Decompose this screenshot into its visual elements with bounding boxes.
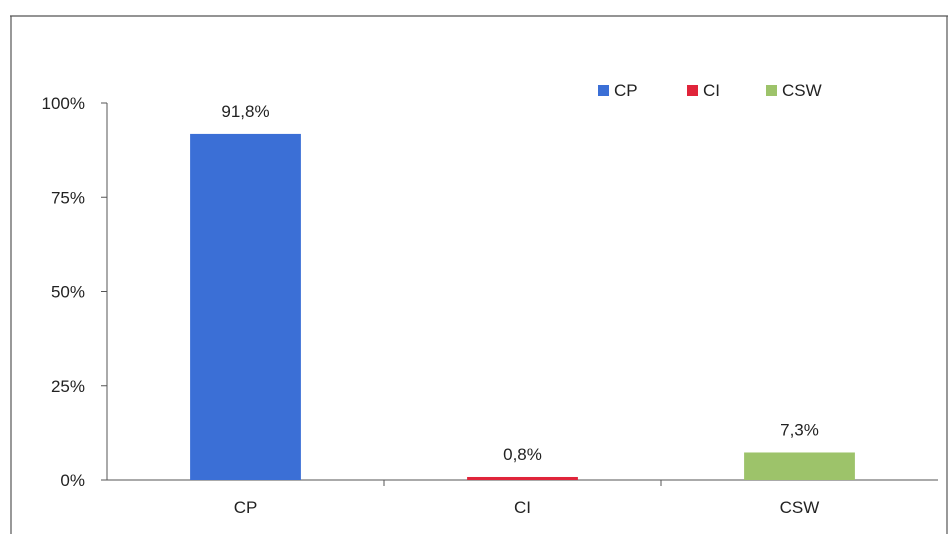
y-tick-label: 100% <box>42 94 85 113</box>
bar-ci <box>467 476 578 480</box>
data-label: 7,3% <box>780 420 819 439</box>
x-tick-label: CSW <box>780 498 820 517</box>
data-label: 91,8% <box>221 102 269 121</box>
data-labels-group: 91,8% 0,8% 7,3% <box>221 102 818 464</box>
legend-swatch-csw <box>766 85 777 96</box>
x-axis-ticks: CP CI CSW <box>234 480 820 517</box>
bars-group <box>190 133 855 480</box>
bar-cp <box>190 133 301 480</box>
legend-swatch-cp <box>598 85 609 96</box>
y-tick-label: 0% <box>60 471 85 490</box>
data-label: 0,8% <box>503 445 542 464</box>
y-tick-label: 50% <box>51 283 85 302</box>
legend-swatch-ci <box>687 85 698 96</box>
legend-label: CI <box>703 81 720 100</box>
y-tick-label: 25% <box>51 377 85 396</box>
legend-label: CP <box>614 81 638 100</box>
y-axis-ticks: 0% 25% 50% 75% 100% <box>42 94 107 490</box>
y-tick-label: 75% <box>51 188 85 207</box>
legend: CP CI CSW <box>598 81 822 100</box>
x-tick-label: CI <box>514 498 531 517</box>
bar-csw <box>744 452 855 480</box>
x-tick-label: CP <box>234 498 258 517</box>
legend-label: CSW <box>782 81 822 100</box>
